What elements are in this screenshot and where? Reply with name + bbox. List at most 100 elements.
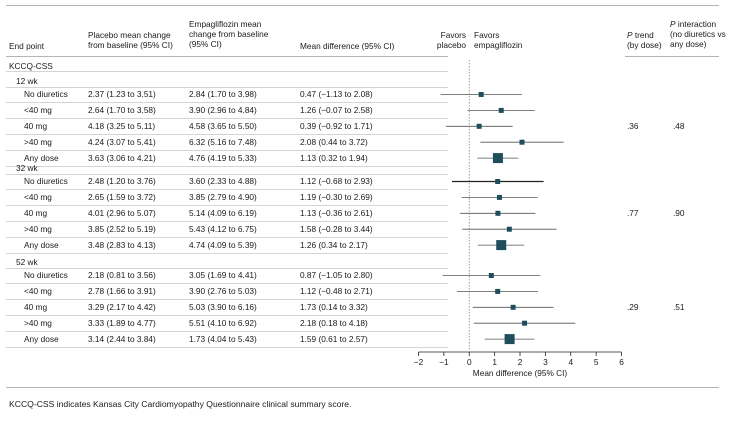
row-rule (6, 117, 448, 119)
pooled-estimate-marker (504, 334, 515, 345)
point-estimate-marker (495, 288, 501, 294)
p-trend-italic: P (627, 30, 633, 40)
x-tick-label: 4 (568, 357, 573, 367)
mean-difference-value: 2.08 (0.44 to 3.72) (300, 136, 368, 147)
placebo-value: 2.65 (1.59 to 3.72) (88, 191, 156, 202)
empagliflozin-value: 3.90 (2.96 to 4.84) (189, 104, 257, 115)
p-interaction-italic: P (670, 19, 676, 29)
placebo-value: 3.29 (2.17 to 4.42) (88, 301, 156, 312)
placebo-value: 2.78 (1.66 to 3.91) (88, 285, 156, 296)
row-label: <40 mg (24, 285, 52, 296)
point-estimate-marker (495, 210, 501, 216)
header-end-point: End point (9, 41, 45, 51)
pooled-estimate-marker (492, 153, 503, 164)
x-tick-label: 6 (619, 357, 624, 367)
point-estimate-marker (522, 320, 528, 326)
row-rule (6, 149, 448, 151)
group-rule (6, 174, 448, 175)
point-estimate-marker (495, 179, 501, 184)
placebo-value: 3.33 (1.89 to 4.77) (88, 317, 156, 328)
p-trend-value: .36 (627, 120, 639, 131)
group-rule (6, 268, 448, 269)
row-label: 40 mg (24, 301, 48, 312)
row-rule (6, 133, 448, 135)
row-label: >40 mg (24, 136, 52, 147)
empagliflozin-value: 4.58 (3.65 to 5.50) (189, 120, 257, 131)
row-label: No diuretics (24, 270, 68, 280)
mean-difference-value: 1.26 (0.34 to 2.17) (300, 239, 368, 250)
placebo-value: 3.14 (2.44 to 3.84) (88, 333, 156, 344)
mean-difference-value: 1.26 (−0.07 to 2.58) (300, 104, 373, 115)
p-trend-value: .29 (627, 301, 639, 312)
row-rule (6, 220, 448, 222)
placebo-value: 2.18 (0.81 to 3.56) (88, 270, 156, 280)
outcome-rule (6, 71, 448, 72)
x-axis-label: Mean difference (95% CI) (473, 368, 568, 378)
row-label: Any dose (24, 239, 59, 250)
row-label: <40 mg (24, 191, 52, 202)
empagliflozin-value: 1.73 (4.04 to 5.43) (189, 333, 257, 344)
group-label: 12 wk (16, 76, 38, 86)
point-estimate-marker (498, 107, 504, 113)
bottom-rule (6, 387, 719, 388)
header-p-trend: P trend (by dose) (627, 30, 667, 50)
placebo-value: 2.48 (1.20 to 3.76) (88, 176, 156, 186)
empagliflozin-value: 4.76 (4.19 to 5.33) (189, 152, 257, 163)
point-estimate-marker (478, 92, 484, 97)
mean-difference-value: 1.73 (0.14 to 3.32) (300, 301, 368, 312)
placebo-value: 3.85 (2.52 to 5.19) (88, 223, 156, 234)
x-tick-label: 2 (518, 357, 523, 367)
mean-difference-value: 1.12 (−0.48 to 2.71) (300, 285, 373, 296)
x-tick-label: 1 (492, 357, 497, 367)
mean-difference-value: 1.59 (0.61 to 2.57) (300, 333, 368, 344)
point-estimate-marker (519, 139, 525, 145)
mean-difference-value: 1.13 (−0.36 to 2.61) (300, 207, 373, 218)
row-rule (6, 283, 448, 284)
placebo-value: 4.18 (3.25 to 5.11) (88, 120, 156, 131)
row-label: Any dose (24, 152, 59, 163)
empagliflozin-value: 2.84 (1.70 to 3.98) (189, 89, 257, 99)
empagliflozin-value: 4.74 (4.09 to 5.39) (189, 239, 257, 250)
pooled-estimate-marker (496, 240, 507, 251)
row-label: <40 mg (24, 104, 52, 115)
point-estimate-marker (488, 273, 494, 278)
outcome-label: KCCQ-CSS (9, 61, 53, 71)
empagliflozin-value: 5.43 (4.12 to 6.75) (189, 223, 257, 234)
row-label: 40 mg (24, 207, 48, 218)
p-interaction-rest: interaction (no diuretics vs any dose) (670, 19, 726, 49)
header-p-interaction: P interaction (no diuretics vs any dose) (670, 19, 726, 49)
x-tick-label: 0 (467, 357, 472, 367)
x-tick-label: 5 (594, 357, 599, 367)
row-label: >40 mg (24, 223, 52, 234)
row-label: 40 mg (24, 120, 48, 131)
placebo-value: 4.01 (2.96 to 5.07) (88, 207, 156, 218)
point-estimate-marker (496, 194, 502, 200)
p-trend-rest: trend (by dose) (627, 30, 662, 50)
row-rule (6, 165, 448, 167)
footnote: KCCQ-CSS indicates Kansas City Cardiomyo… (9, 399, 352, 409)
row-rule (6, 298, 448, 300)
header-favors-empagliflozin: Favors empagliflozin (474, 30, 523, 50)
row-label: Any dose (24, 333, 59, 344)
x-tick-label: −2 (414, 357, 424, 367)
empagliflozin-value: 3.85 (2.79 to 4.90) (189, 191, 257, 202)
p-interaction-value: .90 (673, 207, 685, 218)
point-estimate-marker (476, 123, 482, 129)
group-label: 52 wk (16, 257, 38, 267)
row-rule (6, 204, 448, 206)
mean-difference-value: 1.12 (−0.68 to 2.93) (300, 176, 373, 186)
mean-difference-value: 0.39 (−0.92 to 1.71) (300, 120, 373, 131)
row-rule (6, 314, 448, 316)
group-label: 32 wk (16, 163, 38, 173)
row-rule (6, 346, 448, 348)
point-estimate-marker (510, 304, 516, 310)
header-favors-placebo: Favors placebo (436, 30, 466, 50)
header-placebo: Placebo mean change from baseline (95% C… (88, 30, 173, 50)
header-mean-difference: Mean difference (95% CI) (300, 41, 395, 51)
p-interaction-value: .48 (673, 120, 685, 131)
header-rule-right (625, 56, 719, 57)
row-label: No diuretics (24, 89, 68, 99)
row-rule (6, 330, 448, 332)
mean-difference-value: 0.87 (−1.05 to 2.80) (300, 270, 373, 280)
mean-difference-value: 0.47 (−1.13 to 2.08) (300, 89, 373, 99)
